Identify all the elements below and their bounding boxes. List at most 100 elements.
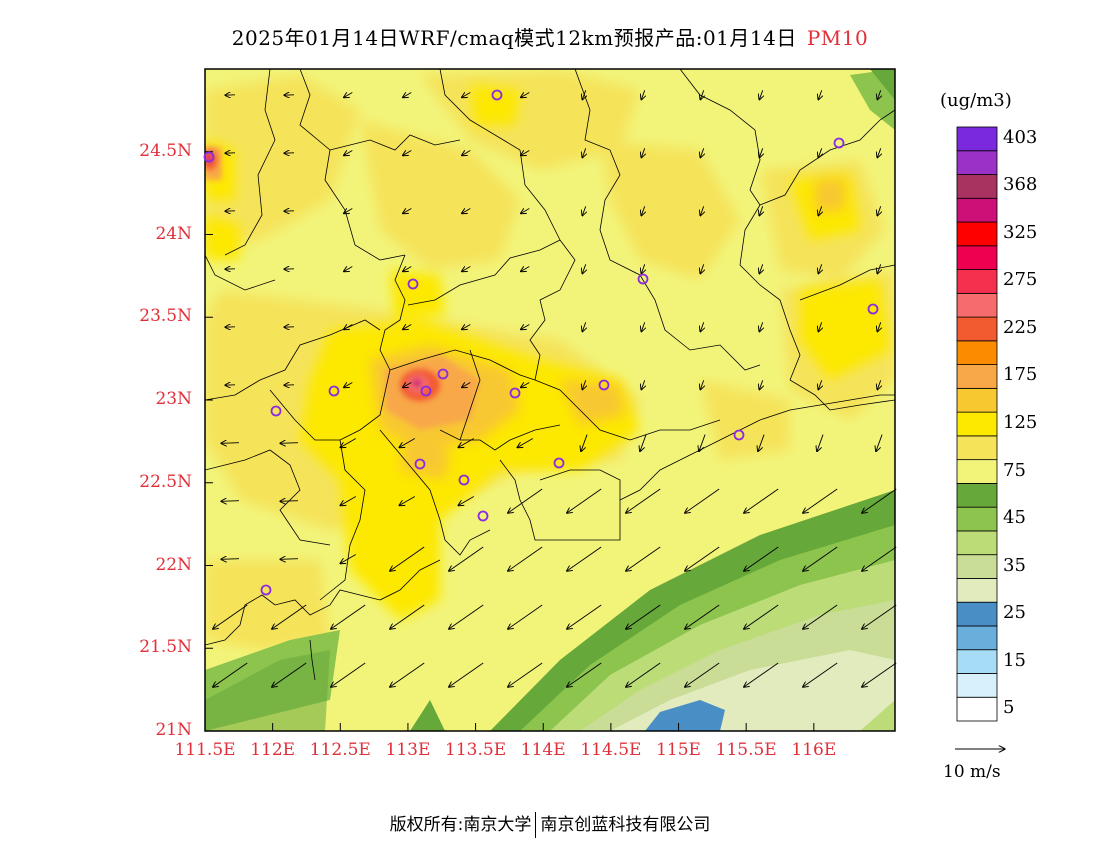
- colorbar-label: 403: [1003, 126, 1038, 148]
- wind-arrow: [626, 546, 661, 571]
- wind-arrow: [390, 662, 425, 687]
- colorbar-swatch: [956, 601, 998, 627]
- colorbar-swatch: [956, 649, 998, 674]
- station-marker: [437, 368, 449, 380]
- wind-arrow: [458, 496, 475, 506]
- wind-arrow: [390, 546, 425, 571]
- wind-arrow: [213, 662, 248, 687]
- wind-arrow: [567, 546, 602, 571]
- colorbar-label: 15: [1003, 649, 1026, 671]
- concentration-field: [205, 69, 895, 731]
- wind-arrow: [344, 209, 353, 214]
- footer-right: 南京创蓝科技有限公司: [540, 815, 711, 835]
- lon-tick-label: 113E: [385, 740, 431, 760]
- wind-arrow: [272, 604, 307, 629]
- wind-arrow: [862, 546, 897, 571]
- colorbar-label: 45: [1003, 507, 1026, 529]
- wind-arrow: [862, 604, 897, 629]
- station-marker: [328, 385, 340, 397]
- colorbar-swatch: [956, 174, 998, 199]
- colorbar: [956, 126, 998, 722]
- colorbar-swatch: [956, 578, 998, 603]
- colorbar-swatch: [956, 269, 998, 294]
- station-marker: [637, 273, 649, 285]
- station-marker: [260, 584, 272, 596]
- wind-arrow: [272, 662, 307, 687]
- station-marker: [491, 89, 503, 101]
- station-markers: [203, 89, 879, 596]
- colorbar-swatch: [956, 506, 998, 532]
- wind-arrow: [458, 438, 475, 448]
- wind-arrow: [744, 604, 779, 629]
- station-marker: [477, 510, 489, 522]
- colorbar-label: 325: [1003, 221, 1038, 243]
- axis-ticks: [204, 151, 815, 732]
- wind-arrow: [508, 546, 543, 571]
- wind-arrow: [817, 434, 824, 452]
- wind-arrow: [759, 206, 762, 215]
- wind-arrow: [340, 496, 357, 506]
- colorbar-swatch: [956, 387, 998, 413]
- colorbar-label: 75: [1003, 459, 1026, 481]
- station-marker: [553, 457, 565, 469]
- wind-arrow: [685, 604, 720, 629]
- wind-arrow: [403, 209, 412, 214]
- wind-arrow: [399, 496, 416, 506]
- wind-arrow: [521, 325, 530, 330]
- wind-arrow: [581, 434, 588, 452]
- wind-arrow: [462, 267, 471, 272]
- wind-arrow: [582, 322, 585, 331]
- wind-arrow: [582, 264, 585, 273]
- colorbar-unit: (ug/m3): [940, 90, 1012, 111]
- wind-arrow: [449, 662, 484, 687]
- wind-arrow: [744, 662, 779, 687]
- wind-arrow: [508, 604, 543, 629]
- wind-arrow: [221, 559, 240, 560]
- wind-arrow: [876, 434, 883, 452]
- station-marker: [420, 385, 432, 397]
- lon-tick-label: 112E: [250, 740, 296, 760]
- wind-arrow: [449, 604, 484, 629]
- wind-arrow: [759, 264, 762, 273]
- wind-arrow: [744, 546, 779, 571]
- wind-arrow: [803, 604, 838, 629]
- colorbar-swatch: [956, 411, 998, 437]
- station-marker: [833, 137, 845, 149]
- lon-tick-label: 113.5E: [445, 740, 507, 760]
- wind-arrow: [862, 488, 897, 513]
- colorbar-swatch: [956, 696, 998, 722]
- wind-arrow: [877, 322, 880, 331]
- wind-arrow: [403, 383, 412, 388]
- copyright-footer: 版权所有:南京大学 南京创蓝科技有限公司: [0, 810, 1100, 838]
- colorbar-swatch: [956, 245, 998, 270]
- wind-arrow: [803, 546, 838, 571]
- wind-arrow: [818, 322, 821, 331]
- lat-tick-label: 22N: [155, 554, 192, 575]
- station-marker: [733, 429, 745, 441]
- wind-arrow: [700, 90, 703, 99]
- wind-arrow: [280, 501, 299, 502]
- lon-tick-label: 112.5E: [309, 740, 371, 760]
- station-marker: [407, 278, 419, 290]
- wind-arrow: [582, 148, 585, 157]
- wind-arrow: [403, 267, 412, 272]
- colorbar-swatch: [956, 197, 998, 223]
- lat-tick-label: 23.5N: [139, 306, 192, 327]
- colorbar-swatch: [956, 673, 998, 698]
- title-main: 2025年01月14日WRF/cmaq模式12km预报产品:01月14日: [231, 26, 797, 50]
- station-marker: [414, 458, 426, 470]
- wind-arrow: [399, 438, 416, 448]
- station-marker: [270, 405, 282, 417]
- lon-tick-label: 111.5E: [174, 740, 236, 760]
- wind-arrow: [759, 380, 762, 389]
- wind-arrow: [758, 434, 765, 452]
- wind-arrow: [641, 264, 644, 273]
- wind-arrow: [759, 148, 762, 157]
- colorbar-label: 225: [1003, 316, 1038, 338]
- footer-left: 版权所有:南京大学: [389, 815, 532, 835]
- wind-vectors: [213, 90, 897, 687]
- wind-arrow: [699, 434, 706, 452]
- station-marker: [458, 474, 470, 486]
- wind-arrow: [340, 554, 357, 564]
